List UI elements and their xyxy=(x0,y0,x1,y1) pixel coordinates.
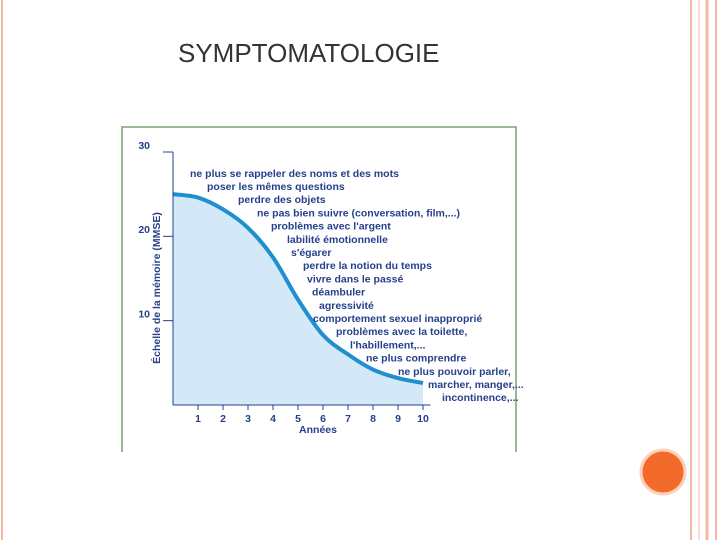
annotation: déambuler xyxy=(312,287,365,299)
x-tick-label: 3 xyxy=(245,413,251,425)
y-tick-label: 20 xyxy=(138,224,150,236)
annotation: ne plus se rappeler des noms et des mots xyxy=(190,168,399,180)
annotation: s'égarer xyxy=(291,247,331,259)
annotation: ne plus pouvoir parler, xyxy=(398,366,511,378)
y-tick-label: 10 xyxy=(138,308,150,320)
decor-circle xyxy=(639,448,687,496)
x-tick-label: 4 xyxy=(270,413,276,425)
y-tick-label: 30 xyxy=(138,140,150,152)
x-tick-label: 10 xyxy=(417,413,429,425)
x-tick-label: 1 xyxy=(195,413,201,425)
annotation: labilité émotionnelle xyxy=(287,234,388,246)
annotation: ne pas bien suivre (conversation, film,.… xyxy=(257,207,460,219)
x-tick-label: 7 xyxy=(345,413,351,425)
annotation: incontinence,... xyxy=(442,392,519,404)
area-line xyxy=(172,192,424,386)
x-axis-label: Années xyxy=(299,424,337,436)
x-tick-label: 9 xyxy=(395,413,401,425)
x-tick-label: 5 xyxy=(295,413,301,425)
x-tick-label: 6 xyxy=(320,413,326,425)
annotation: comportement sexuel inapproprié xyxy=(313,313,482,325)
annotation: vivre dans le passé xyxy=(307,273,403,285)
y-axis-label: Échelle de la mémoire (MMSE) xyxy=(150,212,163,364)
annotation: perdre des objets xyxy=(238,194,326,206)
annotation: marcher, manger,... xyxy=(428,379,524,391)
x-tick-label: 8 xyxy=(370,413,376,425)
slide-title: SYMPTOMATOLOGIE xyxy=(178,38,440,68)
plot: 10 20 30 1 2 3 4 5 6 7 8 9 10 ne plus se rappeler des… xyxy=(138,140,523,425)
annotation: ne plus comprendre xyxy=(366,353,467,365)
annotation: poser les mêmes questions xyxy=(207,181,345,193)
annotation: agressivité xyxy=(319,300,374,312)
annotation: problèmes avec la toilette, xyxy=(336,326,467,338)
annotation: l'habillement,... xyxy=(350,339,426,351)
annotation: problèmes avec l'argent xyxy=(271,221,391,233)
x-tick-label: 2 xyxy=(220,413,226,425)
annotation: perdre la notion du temps xyxy=(303,260,432,272)
